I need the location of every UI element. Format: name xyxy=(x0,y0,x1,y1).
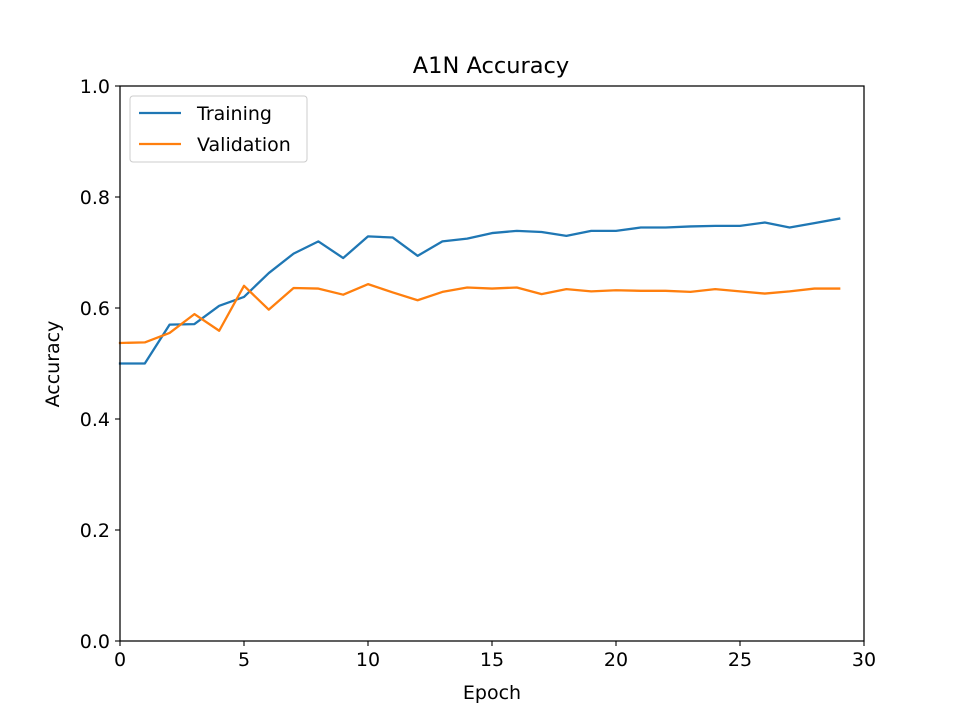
y-tick-label: 0.4 xyxy=(80,409,110,431)
legend: Training Validation xyxy=(129,95,308,163)
chart-title: A1N Accuracy xyxy=(413,53,569,79)
y-tick-label: 0.8 xyxy=(80,187,110,209)
x-tick-label: 15 xyxy=(480,649,504,671)
x-tick-label: 0 xyxy=(114,649,126,671)
x-axis-label: Epoch xyxy=(463,682,521,704)
legend-label-validation: Validation xyxy=(197,134,291,156)
x-tick-label: 5 xyxy=(238,649,250,671)
series-line-validation xyxy=(118,282,841,345)
x-tick-label: 20 xyxy=(604,649,628,671)
legend-label-training: Training xyxy=(196,103,272,125)
series-line-training xyxy=(118,217,841,365)
x-tick-label: 10 xyxy=(356,649,380,671)
y-tick-label: 0.0 xyxy=(80,631,110,653)
x-tick-label: 25 xyxy=(728,649,752,671)
y-tick-label: 0.6 xyxy=(80,298,110,320)
y-tick-label: 1.0 xyxy=(80,76,110,98)
x-tick-label: 30 xyxy=(852,649,876,671)
x-axis: 0 5 10 15 20 25 30 xyxy=(114,641,876,671)
y-tick-label: 0.2 xyxy=(80,520,110,542)
y-axis: 0.0 0.2 0.4 0.6 0.8 1.0 xyxy=(80,76,120,653)
y-axis-label: Accuracy xyxy=(42,321,64,408)
series-layer xyxy=(118,217,841,365)
